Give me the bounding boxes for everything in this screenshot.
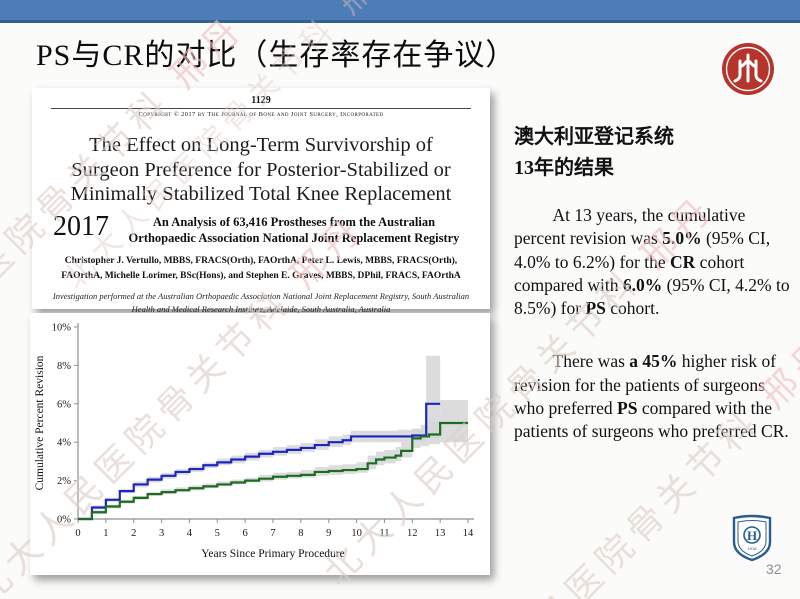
svg-text:H: H <box>747 528 757 543</box>
survival-chart-image: 0% 2% 4% 6% 8% 10% 0 1 2 3 4 5 6 7 8 9 10 11 12 13 14 Years S… <box>30 313 490 575</box>
svg-text:12: 12 <box>407 528 418 539</box>
journal-page-number: 1129 <box>251 95 271 106</box>
svg-text:2: 2 <box>131 528 136 539</box>
peking-university-seal-icon <box>722 43 774 95</box>
peoples-hospital-shield-icon: H 1918 <box>732 514 772 562</box>
article-affiliation: Investigation performed at the Australia… <box>52 290 470 314</box>
svg-text:11: 11 <box>379 528 389 539</box>
svg-text:6: 6 <box>243 528 248 539</box>
svg-text:0: 0 <box>75 528 80 539</box>
svg-text:9: 9 <box>326 528 331 539</box>
slide-page-number: 32 <box>766 561 782 577</box>
svg-text:1918: 1918 <box>748 546 758 551</box>
svg-text:14: 14 <box>463 528 474 539</box>
svg-text:8: 8 <box>298 528 303 539</box>
svg-text:13: 13 <box>435 528 446 539</box>
summary-panel: 澳大利亚登记系统 13年的结果 At 13 years, the cumulat… <box>514 122 798 443</box>
svg-text:8%: 8% <box>57 361 71 372</box>
article-title: The Effect on Long-Term Survivorship of … <box>70 134 452 206</box>
result-paragraph-1: At 13 years, the cumulative percent revi… <box>514 205 790 319</box>
svg-text:0%: 0% <box>57 515 71 526</box>
svg-text:10%: 10% <box>52 323 72 334</box>
summary-heading-line2: 13年的结果 <box>514 157 614 179</box>
year-annotation: 2017 <box>53 210 109 242</box>
top-accent-bar <box>0 0 800 23</box>
svg-text:6%: 6% <box>57 399 71 410</box>
copyright-line: Copyright © 2017 by The Journal of Bone … <box>138 111 384 118</box>
year-subtitle-row: 2017 An Analysis of 63,416 Prostheses fr… <box>32 210 490 247</box>
svg-text:4%: 4% <box>57 438 71 449</box>
svg-text:Years Since Primary Procedure: Years Since Primary Procedure <box>201 548 345 560</box>
svg-text:5: 5 <box>215 528 220 539</box>
article-subtitle: An Analysis of 63,416 Prostheses from th… <box>128 214 460 246</box>
svg-text:Cumulative Percent Revision: Cumulative Percent Revision <box>34 355 46 490</box>
svg-text:2%: 2% <box>57 476 71 487</box>
svg-text:3: 3 <box>159 528 164 539</box>
svg-text:1: 1 <box>103 528 108 539</box>
svg-text:10: 10 <box>351 528 362 539</box>
svg-text:4: 4 <box>187 528 193 539</box>
header-rule <box>51 108 471 109</box>
svg-text:7: 7 <box>270 528 275 539</box>
slide-title: PS与CR的对比（生存率存在争议） <box>36 39 517 72</box>
journal-article-image: 1129 Copyright © 2017 by The Journal of … <box>32 88 490 314</box>
summary-heading-line1: 澳大利亚登记系统 <box>514 126 674 148</box>
result-paragraph-2: There was a 45% higher risk of revision … <box>514 351 789 442</box>
article-authors: Christopher J. Vertullo, MBBS, FRACS(Ort… <box>61 256 461 281</box>
